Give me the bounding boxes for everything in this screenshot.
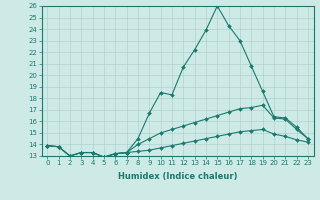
X-axis label: Humidex (Indice chaleur): Humidex (Indice chaleur) [118,172,237,181]
